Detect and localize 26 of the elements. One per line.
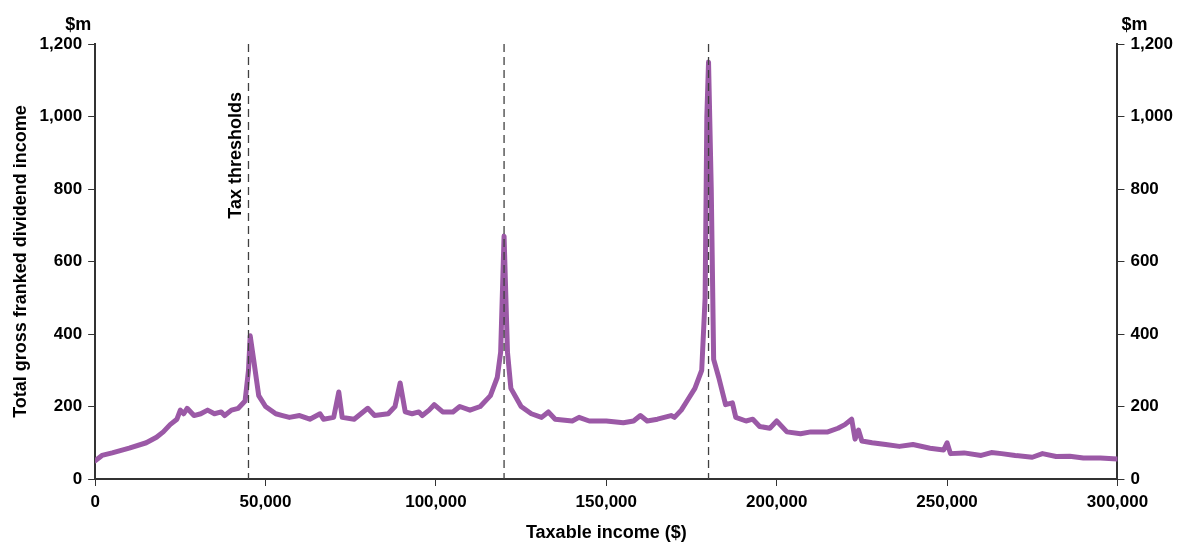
x-tick-label: 100,000: [405, 491, 467, 511]
y-tick-label: 1,000: [39, 106, 83, 126]
y-tick-label: 1,200: [39, 33, 83, 53]
y-tick-label: 200: [53, 396, 83, 416]
text: $m: [1121, 13, 1148, 34]
y2-tick-label: 0: [1130, 468, 1140, 488]
x-tick-label: 50,000: [239, 491, 292, 511]
x-tick-label: 150,000: [575, 491, 638, 511]
y-tick-label: 600: [53, 251, 83, 271]
y-tick-label: 400: [53, 323, 83, 343]
x-tick-label: 0: [90, 491, 100, 511]
y-tick-label: 800: [53, 178, 83, 198]
y-axis-title: Total gross franked dividend income: [9, 105, 30, 418]
y2-tick-label: 1,000: [1130, 106, 1174, 126]
x-tick-label: 250,000: [916, 491, 978, 511]
x-axis-title: Taxable income ($): [525, 522, 687, 543]
x-tick-label: 200,000: [745, 491, 808, 511]
ref-line-label: Tax thresholds: [225, 92, 246, 219]
y2-tick-label: 800: [1130, 178, 1159, 198]
y2-tick-label: 200: [1130, 396, 1159, 416]
y2-tick-label: 600: [1130, 251, 1159, 271]
y2-tick-label: 1,200: [1130, 33, 1174, 53]
text: $m: [65, 13, 92, 34]
x-tick-label: 300,000: [1086, 491, 1149, 511]
y-tick-label: 0: [72, 468, 83, 488]
y2-tick-label: 400: [1130, 323, 1159, 343]
